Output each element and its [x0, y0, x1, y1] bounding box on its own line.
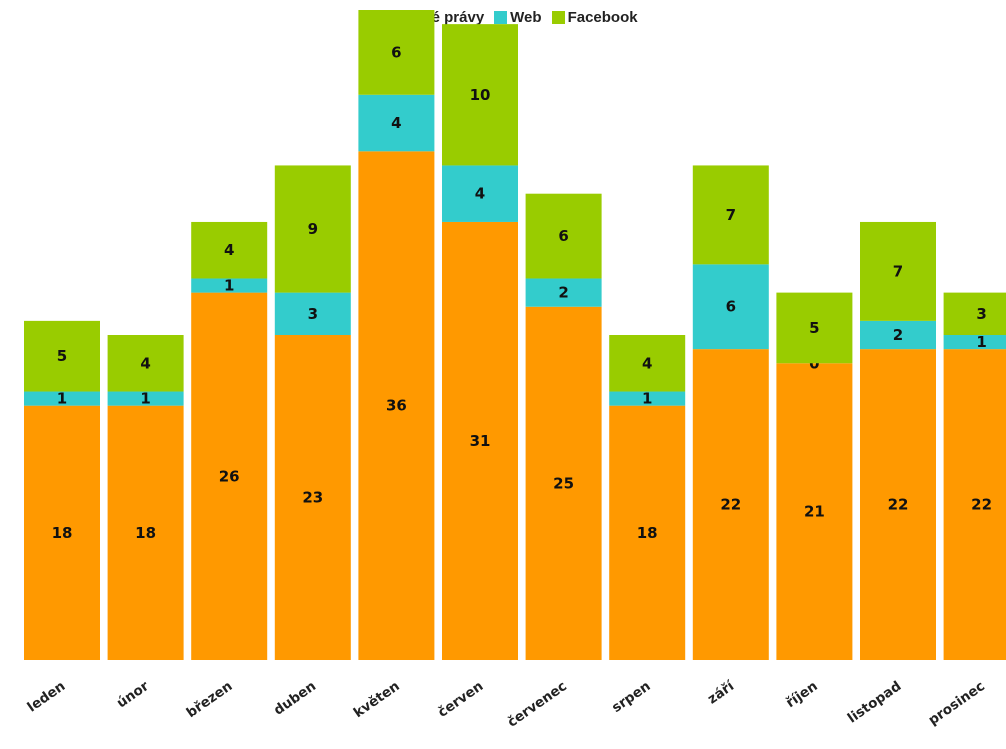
- data-label: 10: [470, 86, 491, 104]
- data-label: 18: [135, 524, 156, 542]
- x-tick-label: duben: [271, 678, 319, 718]
- x-tick-label: srpen: [609, 678, 654, 716]
- data-label: 21: [804, 503, 825, 521]
- data-label: 3: [308, 305, 318, 323]
- bar-segment: [191, 292, 268, 660]
- data-label: 1: [642, 390, 652, 408]
- x-tick-label: červen: [435, 678, 486, 721]
- data-label: 6: [558, 227, 568, 245]
- bar-segment: [692, 264, 769, 350]
- data-label: 3: [976, 305, 986, 323]
- bar-segment: [358, 151, 435, 660]
- x-tick-label: únor: [114, 678, 152, 711]
- bar-segment: [692, 165, 769, 265]
- data-label: 7: [726, 206, 736, 224]
- bar-segment: [107, 391, 184, 406]
- bar-segment: [24, 405, 100, 660]
- bar-segment: [191, 278, 268, 293]
- bar-segment: [442, 221, 518, 660]
- data-label: 23: [302, 489, 323, 507]
- data-label: 4: [642, 354, 652, 372]
- bar-segment: [943, 292, 1006, 335]
- data-label: 4: [391, 114, 401, 132]
- bar-segment: [609, 335, 686, 392]
- x-tick-label: leden: [25, 678, 69, 715]
- data-label: 2: [893, 326, 903, 344]
- bar-segment: [274, 165, 351, 293]
- bar-segment: [24, 391, 100, 406]
- x-tick-label: říjen: [783, 678, 821, 711]
- bar-segment: [358, 94, 435, 152]
- legend-item-1: Web: [494, 9, 542, 26]
- bar-segment: [860, 320, 936, 350]
- bar-segment: [776, 292, 853, 364]
- bar-segment: [609, 405, 686, 660]
- x-tick-label: červenec: [505, 678, 570, 730]
- legend-swatch-2: [551, 11, 565, 24]
- x-tick-label: září: [705, 677, 738, 707]
- bar-segment: [442, 24, 518, 166]
- data-label: 22: [720, 496, 741, 514]
- data-label: 9: [308, 220, 318, 238]
- bar-segment: [860, 349, 936, 660]
- x-tick-label: prosinec: [925, 678, 987, 728]
- bar-segment: [107, 405, 184, 660]
- bar-segment: [442, 165, 518, 222]
- data-label: 6: [391, 43, 401, 61]
- data-label: 7: [893, 262, 903, 280]
- data-label: 1: [140, 390, 150, 408]
- data-label: 2: [558, 284, 568, 302]
- data-label: 6: [726, 298, 736, 316]
- x-tick-label: březen: [184, 678, 236, 721]
- bar-segment: [274, 335, 351, 660]
- bar-segment: [692, 349, 769, 660]
- data-label: 5: [57, 347, 67, 365]
- bar-segment: [776, 363, 853, 660]
- legend-swatch-1: [494, 11, 508, 24]
- bar-segment: [525, 193, 602, 279]
- x-tick-label: květen: [351, 678, 403, 721]
- legend-label-1: Web: [510, 9, 542, 26]
- bar-segment: [274, 292, 351, 335]
- legend-label-2: Facebook: [567, 9, 638, 26]
- data-label: 4: [475, 185, 485, 203]
- legend-item-2: Facebook: [551, 9, 638, 26]
- data-label: 22: [971, 496, 992, 514]
- x-tick-label: listopad: [845, 678, 905, 726]
- bar-segment: [358, 10, 435, 95]
- bar-segment: [191, 221, 268, 279]
- data-label: 25: [553, 474, 574, 492]
- data-label: 5: [809, 319, 819, 337]
- bar-segment: [525, 306, 602, 660]
- data-label: 18: [637, 524, 658, 542]
- bar-segment: [525, 278, 602, 307]
- data-label: 1: [57, 390, 67, 408]
- data-label: 36: [386, 397, 407, 415]
- data-label: 4: [140, 354, 150, 372]
- bar-segment: [860, 221, 936, 321]
- bar-segment: [107, 335, 184, 392]
- data-label: 4: [224, 241, 234, 259]
- bar-segment: [609, 391, 686, 406]
- data-label: 1: [224, 277, 234, 295]
- data-label: 18: [52, 524, 73, 542]
- data-label: 31: [470, 432, 491, 450]
- bar-segment: [24, 320, 100, 392]
- data-label: 1: [976, 333, 986, 351]
- data-label: 26: [219, 467, 240, 485]
- bar-segment: [943, 349, 1006, 660]
- data-label: 22: [888, 496, 909, 514]
- bar-segment: [943, 335, 1006, 350]
